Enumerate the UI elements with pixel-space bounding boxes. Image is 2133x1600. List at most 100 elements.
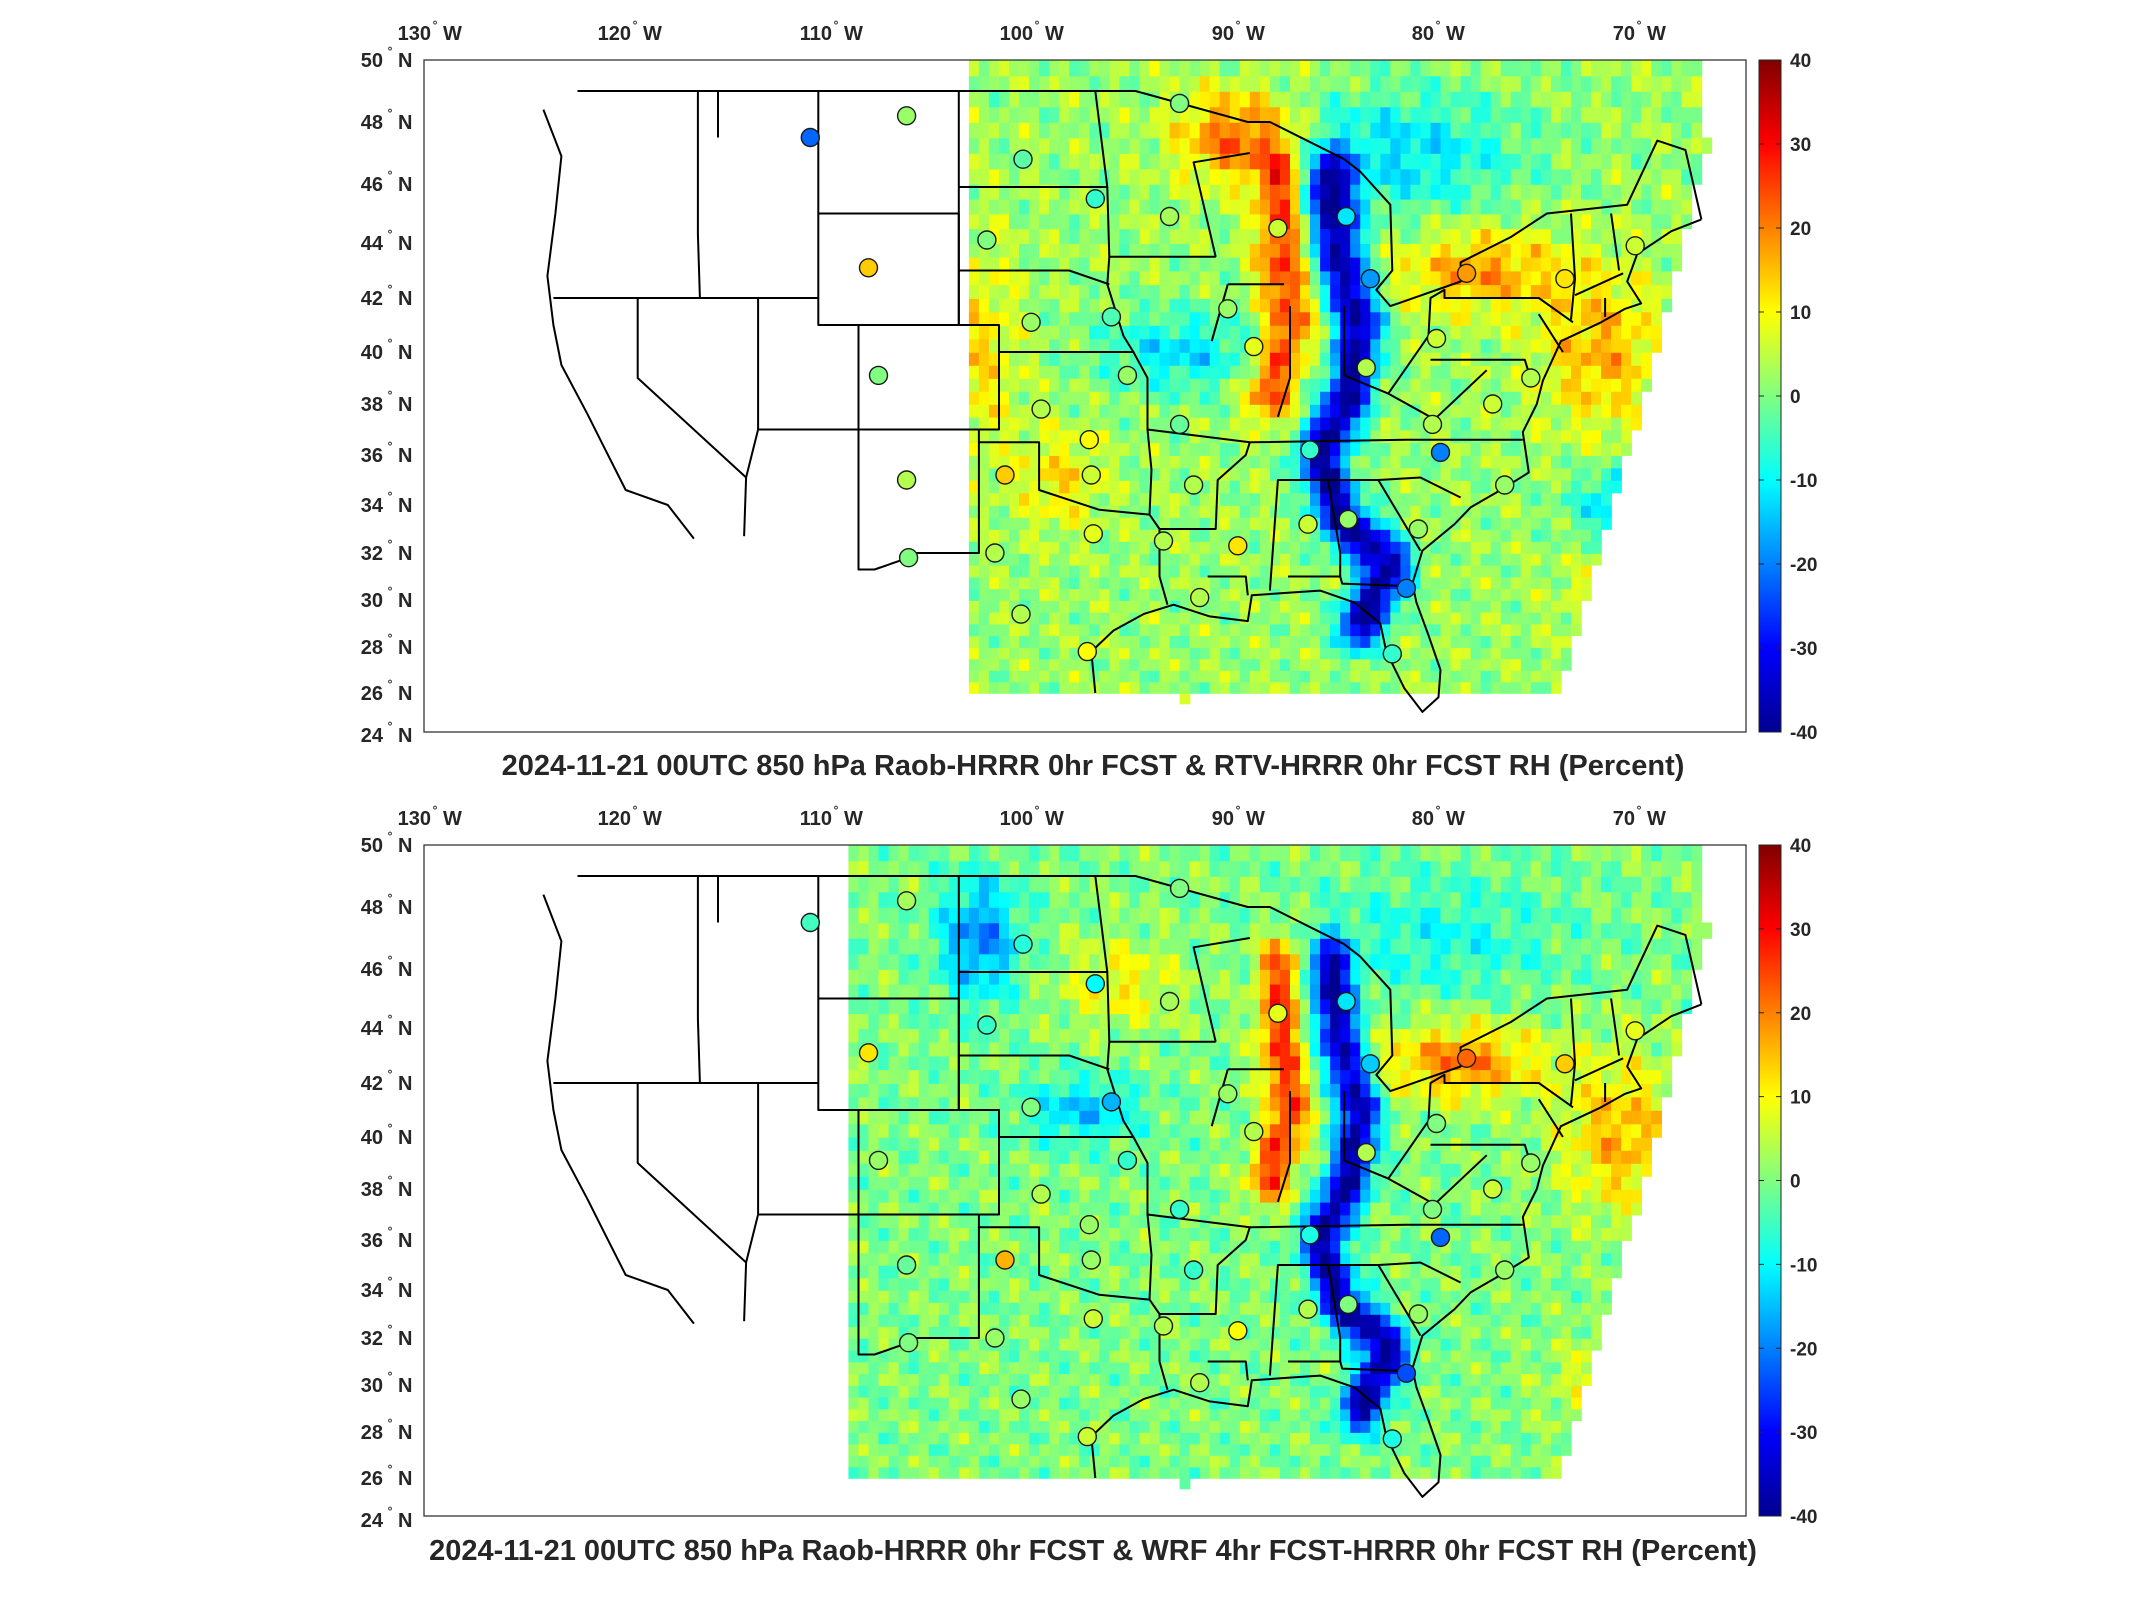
lat-tick-label: 34 ° N xyxy=(361,489,413,517)
lat-tick-label: 24 ° N xyxy=(361,719,413,747)
svg-text:120: 120 xyxy=(598,23,631,45)
raob-station-marker xyxy=(896,891,917,911)
raob-station-marker xyxy=(1494,475,1515,495)
lon-tick-label: 90 ° W xyxy=(1212,18,1265,45)
svg-text:°: ° xyxy=(388,537,393,551)
svg-text:°: ° xyxy=(433,18,438,32)
raob-station-marker xyxy=(1169,1199,1190,1220)
raob-station-marker xyxy=(868,365,889,386)
raob-stations xyxy=(800,878,1645,1449)
svg-text:°: ° xyxy=(388,227,393,241)
raob-station-marker xyxy=(868,1150,889,1171)
colorbar-tick-label: -40 xyxy=(1790,723,1817,744)
raob-station-marker xyxy=(1408,519,1429,539)
raob-station-marker xyxy=(858,1043,879,1063)
raob-station-marker xyxy=(1298,514,1318,534)
colorbar-tick-label: -20 xyxy=(1790,555,1817,576)
raob-station-marker xyxy=(1456,1048,1477,1069)
raob-station-marker xyxy=(1218,299,1238,319)
raob-station-marker xyxy=(1521,1153,1541,1173)
lat-tick-label: 40 ° N xyxy=(361,1121,413,1149)
raob-station-marker xyxy=(1382,644,1403,664)
svg-text:°: ° xyxy=(633,18,638,32)
raob-station-marker xyxy=(985,1328,1005,1348)
lon-tick-label: 110 ° W xyxy=(800,18,863,45)
raob-station-marker xyxy=(1085,189,1106,209)
map-panel-top: 130 ° W 120 ° W 110 ° W 100 ° W 90 ° W 80 ° W 70 ° W50 ° N48 ° N… xyxy=(361,18,1818,782)
raob-station-marker xyxy=(898,1332,919,1353)
raob-station-marker xyxy=(1183,475,1204,495)
raob-station-marker xyxy=(1083,524,1104,544)
lat-tick-label: 46 ° N xyxy=(361,953,413,981)
svg-text:46: 46 xyxy=(361,174,383,196)
svg-text:°: ° xyxy=(1436,18,1441,32)
colorbar-tick-label: -40 xyxy=(1790,1507,1817,1528)
svg-text:W: W xyxy=(643,23,662,45)
raob-station-marker xyxy=(898,548,919,568)
state-boundaries xyxy=(542,875,1703,1498)
svg-text:°: ° xyxy=(388,584,393,598)
svg-text:26: 26 xyxy=(361,683,383,705)
colorbar-tick-label: -30 xyxy=(1790,1423,1817,1444)
raob-station-marker xyxy=(1521,368,1541,388)
colorbar-tick-label: -20 xyxy=(1790,1339,1817,1360)
lon-tick-label: 80 ° W xyxy=(1412,803,1465,830)
raob-station-marker xyxy=(1153,531,1174,551)
colorbar-tick-label: 30 xyxy=(1790,920,1811,941)
lat-tick-label: 24 ° N xyxy=(361,1504,413,1532)
raob-station-marker xyxy=(1430,1227,1451,1248)
raob-station-marker xyxy=(995,465,1015,485)
raob-station-marker xyxy=(1396,578,1417,598)
raob-station-marker xyxy=(1169,93,1190,114)
svg-text:N: N xyxy=(398,50,412,72)
svg-text:130: 130 xyxy=(398,23,431,45)
svg-text:°: ° xyxy=(1637,18,1642,32)
raob-station-marker xyxy=(1408,1304,1429,1324)
lon-tick-label: 100 ° W xyxy=(1000,803,1064,830)
raob-station-marker xyxy=(1625,236,1645,256)
map-frame xyxy=(423,59,1747,733)
colorbar-tick-label: -30 xyxy=(1790,639,1817,660)
raob-station-marker xyxy=(1117,365,1138,386)
raob-station-marker xyxy=(1159,206,1180,227)
lon-tick-label: 70 ° W xyxy=(1613,18,1666,45)
raob-station-marker xyxy=(1011,1389,1031,1409)
raob-station-marker xyxy=(1153,1316,1174,1336)
svg-text:100: 100 xyxy=(1000,23,1033,45)
lat-tick-label: 36 ° N xyxy=(361,439,413,467)
raob-station-marker xyxy=(1360,269,1381,289)
raob-station-marker xyxy=(1228,1321,1248,1341)
raob-station-marker xyxy=(1494,1260,1515,1280)
svg-text:N: N xyxy=(398,394,412,416)
raob-station-marker xyxy=(1077,641,1098,662)
colorbar-tick-label: -10 xyxy=(1790,471,1817,492)
svg-text:N: N xyxy=(398,590,412,612)
raob-station-marker xyxy=(1300,1225,1320,1245)
raob-station-marker xyxy=(1117,1150,1138,1171)
colorbar-tick-label: 0 xyxy=(1790,387,1801,408)
colorbar-tick-label: 20 xyxy=(1790,1004,1811,1025)
svg-text:W: W xyxy=(1246,23,1265,45)
svg-text:W: W xyxy=(1647,23,1666,45)
lat-tick-label: 48 ° N xyxy=(361,891,413,919)
svg-text:N: N xyxy=(398,288,412,310)
raob-station-marker xyxy=(1083,1309,1104,1329)
raob-station-marker xyxy=(1077,1426,1098,1447)
lat-tick-label: 42 ° N xyxy=(361,1067,413,1095)
svg-text:48: 48 xyxy=(361,112,383,134)
svg-text:°: ° xyxy=(388,388,393,402)
lat-tick-label: 48 ° N xyxy=(361,106,413,134)
svg-text:110: 110 xyxy=(800,23,832,45)
raob-station-marker xyxy=(1338,1294,1358,1315)
svg-text:N: N xyxy=(398,637,412,659)
svg-text:°: ° xyxy=(388,439,393,453)
raob-station-marker xyxy=(1555,269,1575,289)
svg-text:°: ° xyxy=(1035,18,1040,32)
lat-tick-label: 42 ° N xyxy=(361,282,413,310)
raob-station-marker xyxy=(1396,1363,1417,1384)
raob-station-marker xyxy=(1426,1113,1447,1134)
raob-station-marker xyxy=(1013,149,1033,169)
rh-difference-field xyxy=(848,845,1713,1490)
svg-text:°: ° xyxy=(388,336,393,350)
